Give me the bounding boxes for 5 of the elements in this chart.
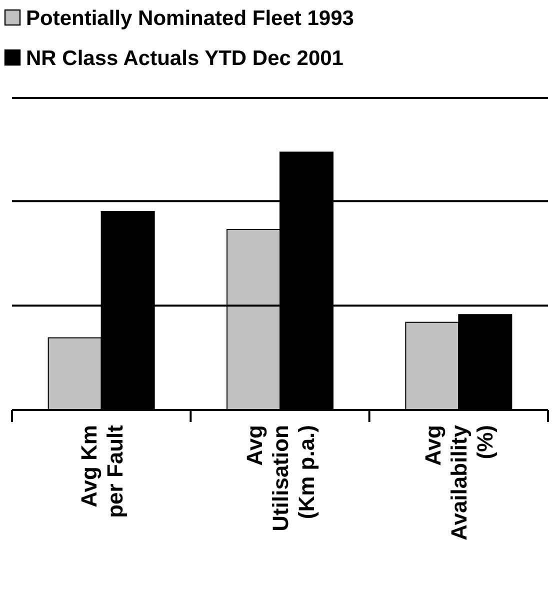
legend-label: NR Class Actuals YTD Dec 2001 [26,47,344,70]
legend-label: Potentially Nominated Fleet 1993 [26,7,354,30]
x-tick-label: Avg Utilisation (Km p.a.) [242,425,319,532]
x-tick-label: Avg Km per Fault [76,424,128,518]
x-tick-label: Avg Availability (%) [420,424,498,540]
